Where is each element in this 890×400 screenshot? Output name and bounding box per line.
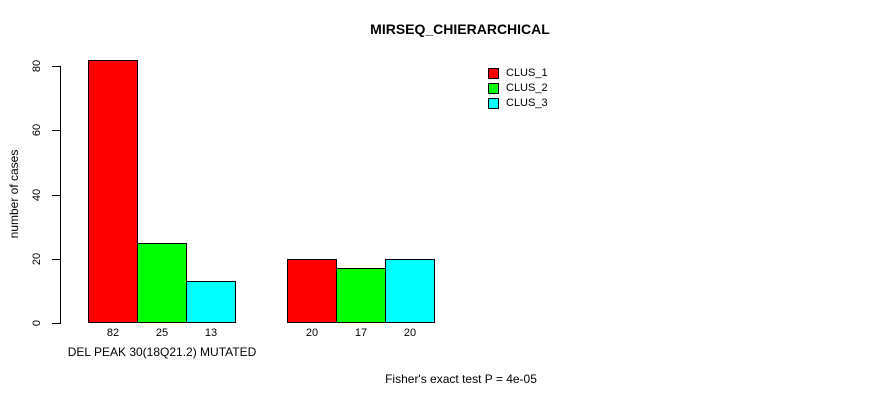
x-axis-group-label: DEL PEAK 30(18Q21.2) MUTATED xyxy=(67,345,257,359)
legend-label-clus-3: CLUS_3 xyxy=(506,97,548,109)
y-axis-line xyxy=(60,66,61,324)
bar-clus_2-group-1 xyxy=(137,242,187,323)
legend-label-clus-2: CLUS_2 xyxy=(506,82,548,94)
y-axis-tick-label: 60 xyxy=(31,124,43,137)
bar-value-label: 13 xyxy=(204,327,218,339)
y-axis-label: number of cases xyxy=(7,149,21,239)
bar-value-label: 82 xyxy=(106,327,120,339)
bar-clus_1-group-1 xyxy=(88,59,138,323)
legend-swatch-clus-1-icon xyxy=(488,68,499,79)
bar-clus_3-group-2 xyxy=(385,258,435,323)
chart-title: MIRSEQ_CHIERARCHICAL xyxy=(370,21,550,37)
bar-clus_1-group-2 xyxy=(287,258,337,323)
legend-swatch-clus-3-icon xyxy=(488,98,499,109)
bar-value-label: 20 xyxy=(305,327,319,339)
legend-item-clus-3: CLUS_3 xyxy=(488,96,548,111)
y-axis-tick xyxy=(52,194,60,196)
y-axis-tick-label: 0 xyxy=(31,319,43,327)
bar-value-label: 20 xyxy=(403,327,417,339)
y-axis-tick xyxy=(52,323,60,324)
y-axis-tick-label: 40 xyxy=(31,188,43,201)
bar-clus_2-group-2 xyxy=(336,268,386,323)
bar-value-label: 25 xyxy=(155,327,169,339)
legend-item-clus-1: CLUS_1 xyxy=(488,66,548,81)
bar-value-label: 17 xyxy=(354,327,368,339)
y-axis-tick-label: 20 xyxy=(31,252,43,265)
y-axis-tick-label: 80 xyxy=(31,59,43,73)
legend-swatch-clus-2-icon xyxy=(488,83,499,94)
fisher-test-annotation: Fisher's exact test P = 4e-05 xyxy=(385,372,537,386)
y-axis-tick xyxy=(52,130,60,132)
y-axis-tick xyxy=(52,258,60,260)
legend-label-clus-1: CLUS_1 xyxy=(506,67,548,79)
legend-item-clus-2: CLUS_2 xyxy=(488,81,548,96)
bar-clus_3-group-1 xyxy=(186,281,236,323)
legend: CLUS_1 CLUS_2 CLUS_3 xyxy=(488,66,548,111)
y-axis-tick xyxy=(52,66,60,67)
